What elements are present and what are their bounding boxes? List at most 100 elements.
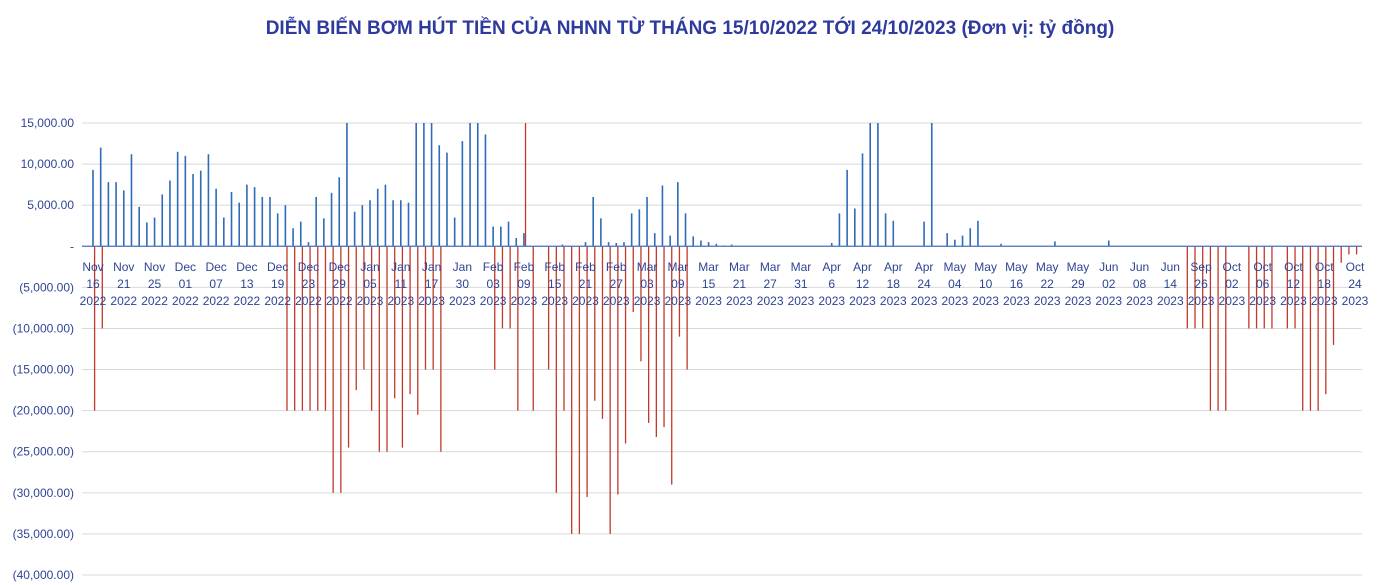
bar — [323, 218, 325, 247]
x-tick-label: Jan 30 2023 — [449, 260, 476, 308]
bar — [230, 192, 233, 247]
bar — [407, 202, 410, 247]
bar — [122, 190, 125, 247]
bar — [246, 184, 248, 247]
bar — [730, 244, 733, 247]
bar — [1248, 246, 1250, 329]
bar — [176, 151, 179, 247]
bar — [192, 173, 194, 247]
x-tick-label: Dec 23 2022 — [295, 260, 322, 308]
bar — [361, 205, 364, 247]
bar — [101, 246, 103, 329]
bar — [930, 123, 933, 247]
bar — [446, 152, 448, 247]
bar — [501, 246, 504, 329]
bar — [432, 246, 434, 370]
bar — [153, 217, 156, 247]
bar — [253, 187, 256, 247]
bar — [138, 206, 140, 247]
bar — [617, 246, 619, 495]
bar — [578, 246, 581, 534]
y-tick-label: (15,000.00) — [13, 363, 74, 377]
x-tick-label: Feb 03 2023 — [479, 260, 507, 308]
bar — [269, 196, 271, 247]
bar — [507, 221, 510, 247]
x-tick-label: Nov 21 2022 — [110, 260, 138, 308]
bar — [115, 182, 117, 247]
bar — [453, 217, 456, 247]
bar — [509, 246, 511, 329]
bar — [346, 123, 348, 247]
x-tick-label: Mar 15 2023 — [695, 260, 722, 308]
bar — [415, 123, 417, 247]
bar — [954, 239, 956, 247]
bar — [215, 188, 217, 247]
bar — [869, 123, 872, 247]
bar — [655, 246, 657, 437]
bar — [600, 218, 602, 247]
bar — [292, 228, 294, 247]
x-tick-label: Oct 02 2023 — [1218, 260, 1246, 308]
bar — [523, 233, 525, 247]
x-tick-label: Mar 31 2023 — [787, 260, 815, 308]
bar — [946, 233, 948, 247]
x-tick-label: Jun 14 2023 — [1156, 260, 1184, 308]
x-tick-label: Mar 27 2023 — [756, 260, 784, 308]
bar — [92, 169, 94, 247]
x-tick-label: Dec 29 2022 — [325, 260, 353, 308]
bar — [923, 221, 925, 247]
x-tick-label: Feb 09 2023 — [510, 260, 538, 308]
bar — [299, 221, 302, 247]
y-tick-label: (35,000.00) — [13, 527, 74, 541]
bar — [594, 246, 596, 401]
bar — [517, 246, 519, 411]
y-tick-label: (30,000.00) — [13, 486, 74, 500]
bar — [1209, 246, 1212, 411]
bar — [1186, 246, 1188, 329]
x-tick-label: Apr 24 2023 — [910, 260, 938, 308]
bar — [294, 246, 296, 411]
bar — [584, 242, 587, 247]
bar — [1194, 246, 1196, 329]
bar — [484, 134, 487, 247]
bar — [309, 246, 311, 411]
bar — [492, 226, 494, 247]
bar — [417, 246, 419, 415]
bar — [324, 246, 327, 411]
bar — [677, 182, 679, 247]
bar — [1309, 246, 1312, 411]
bar — [347, 246, 350, 448]
x-tick-label: Mar 09 2023 — [664, 260, 692, 308]
bar — [261, 196, 264, 247]
bar — [1271, 246, 1273, 329]
bar — [1255, 246, 1258, 329]
bar — [684, 213, 687, 247]
x-tick-label: May 10 2023 — [972, 260, 999, 308]
bar — [1302, 246, 1304, 411]
bar — [340, 246, 342, 493]
bar — [861, 153, 864, 247]
bar — [961, 235, 964, 247]
bar — [555, 246, 557, 493]
bar — [353, 211, 356, 247]
bar — [461, 141, 464, 247]
bar — [669, 235, 671, 247]
bar — [409, 246, 411, 395]
bar — [686, 246, 688, 370]
bar — [615, 242, 618, 247]
x-tick-label: Dec 13 2022 — [233, 260, 261, 308]
x-tick-label: Feb 21 2023 — [572, 260, 599, 308]
bar — [1202, 246, 1204, 329]
bar — [378, 246, 380, 452]
x-tick-label: Dec 07 2022 — [202, 260, 230, 308]
x-tick-label: May 04 2023 — [941, 260, 969, 308]
bar — [146, 222, 148, 247]
bar — [355, 246, 357, 391]
bar — [423, 123, 425, 247]
y-tick-label: (20,000.00) — [13, 404, 74, 418]
bar — [532, 246, 534, 411]
x-tick-label: Oct 06 2023 — [1249, 260, 1276, 308]
bar — [671, 246, 673, 485]
bar — [661, 185, 664, 247]
